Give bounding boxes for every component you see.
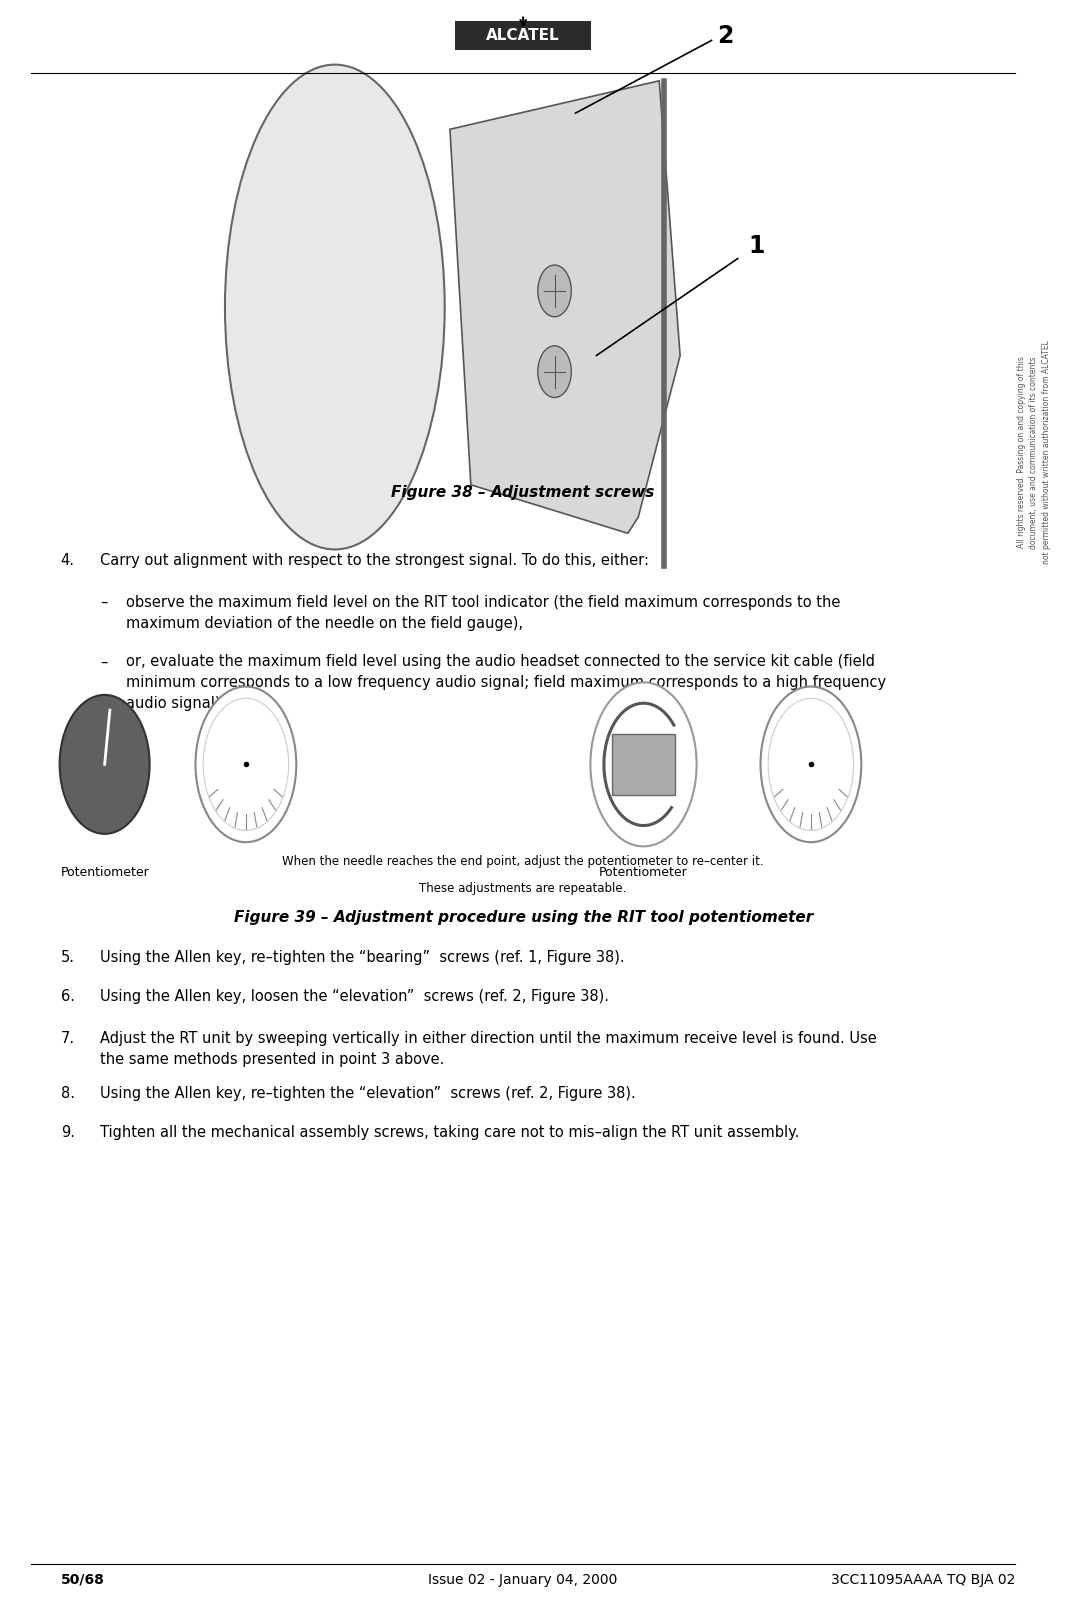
Text: 9.: 9.	[61, 1125, 75, 1139]
Circle shape	[760, 687, 861, 842]
Text: When the needle reaches the end point, adjust the potentiometer to re–center it.: When the needle reaches the end point, a…	[282, 855, 764, 868]
Text: 7.: 7.	[61, 1031, 75, 1046]
Text: Figure 39 – Adjustment procedure using the RIT tool potentiometer: Figure 39 – Adjustment procedure using t…	[233, 910, 813, 926]
Circle shape	[538, 265, 571, 317]
Text: Issue 02 - January 04, 2000: Issue 02 - January 04, 2000	[429, 1572, 618, 1587]
Text: ALCATEL: ALCATEL	[487, 27, 560, 44]
Ellipse shape	[224, 65, 445, 549]
Text: 5.: 5.	[61, 950, 75, 965]
Text: Potentiometer: Potentiometer	[599, 866, 687, 879]
Text: All rights reserved. Passing on and copying of this
document, use and communicat: All rights reserved. Passing on and copy…	[1017, 341, 1050, 564]
Circle shape	[195, 687, 296, 842]
Circle shape	[60, 695, 149, 834]
Text: 2: 2	[716, 24, 734, 47]
FancyBboxPatch shape	[612, 734, 674, 795]
Text: 6.: 6.	[61, 989, 75, 1004]
FancyBboxPatch shape	[455, 21, 591, 50]
Text: Potentiometer: Potentiometer	[60, 866, 149, 879]
Text: 50/68: 50/68	[61, 1572, 104, 1587]
Circle shape	[591, 682, 697, 847]
Text: Carry out alignment with respect to the strongest signal. To do this, either:: Carry out alignment with respect to the …	[101, 553, 650, 567]
Circle shape	[203, 698, 289, 831]
Text: 3CC11095AAAA TQ BJA 02: 3CC11095AAAA TQ BJA 02	[830, 1572, 1015, 1587]
Text: –: –	[101, 654, 107, 669]
Text: or, evaluate the maximum field level using the audio headset connected to the se: or, evaluate the maximum field level usi…	[126, 654, 886, 711]
Text: 8.: 8.	[61, 1086, 75, 1100]
Text: Using the Allen key, re–tighten the “bearing”  screws (ref. 1, Figure 38).: Using the Allen key, re–tighten the “bea…	[101, 950, 625, 965]
Polygon shape	[450, 81, 680, 533]
Text: Using the Allen key, re–tighten the “elevation”  screws (ref. 2, Figure 38).: Using the Allen key, re–tighten the “ele…	[101, 1086, 636, 1100]
Text: Figure 38 – Adjustment screws: Figure 38 – Adjustment screws	[392, 485, 655, 501]
Text: These adjustments are repeatable.: These adjustments are repeatable.	[420, 882, 627, 895]
Circle shape	[538, 346, 571, 398]
Text: Adjust the RT unit by sweeping vertically in either direction until the maximum : Adjust the RT unit by sweeping verticall…	[101, 1031, 877, 1067]
Text: Tighten all the mechanical assembly screws, taking care not to mis–align the RT : Tighten all the mechanical assembly scre…	[101, 1125, 800, 1139]
Text: 1: 1	[749, 234, 765, 257]
Circle shape	[768, 698, 854, 831]
Text: 4.: 4.	[61, 553, 75, 567]
Text: observe the maximum field level on the RIT tool indicator (the field maximum cor: observe the maximum field level on the R…	[126, 595, 840, 630]
Text: Using the Allen key, loosen the “elevation”  screws (ref. 2, Figure 38).: Using the Allen key, loosen the “elevati…	[101, 989, 609, 1004]
Text: –: –	[101, 595, 107, 609]
